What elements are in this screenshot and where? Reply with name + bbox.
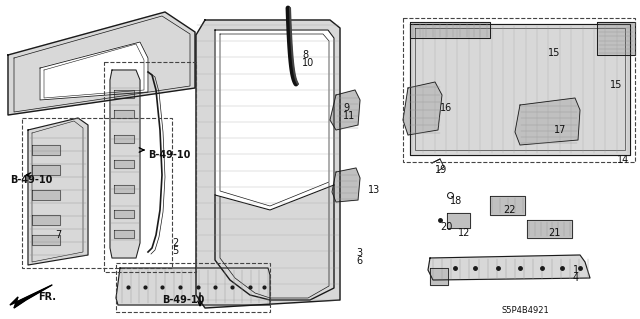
Polygon shape: [490, 196, 525, 215]
Polygon shape: [447, 213, 470, 228]
Polygon shape: [32, 190, 60, 200]
Polygon shape: [32, 165, 60, 175]
Bar: [22, 118, 172, 268]
Polygon shape: [430, 268, 448, 285]
Polygon shape: [330, 90, 360, 130]
Text: S5P4B4921: S5P4B4921: [501, 306, 548, 315]
Polygon shape: [116, 268, 270, 305]
Polygon shape: [32, 145, 60, 155]
Text: 8: 8: [302, 50, 308, 60]
Polygon shape: [10, 285, 52, 308]
Text: 15: 15: [610, 80, 622, 90]
Polygon shape: [597, 22, 635, 55]
Text: 14: 14: [617, 155, 629, 165]
Polygon shape: [114, 90, 134, 98]
Polygon shape: [410, 24, 630, 155]
Text: 10: 10: [302, 58, 314, 68]
Polygon shape: [114, 185, 134, 193]
Text: B-49-10: B-49-10: [148, 150, 190, 160]
Polygon shape: [28, 118, 88, 265]
Text: 3: 3: [356, 248, 362, 258]
Text: 13: 13: [368, 185, 380, 195]
Text: 16: 16: [440, 103, 452, 113]
Text: 5: 5: [172, 246, 179, 256]
Text: 21: 21: [548, 228, 561, 238]
Text: 18: 18: [450, 196, 462, 206]
Text: 19: 19: [435, 165, 447, 175]
Polygon shape: [410, 22, 490, 38]
Polygon shape: [114, 230, 134, 238]
Text: 4: 4: [573, 273, 579, 283]
Polygon shape: [428, 255, 590, 280]
Text: 17: 17: [554, 125, 566, 135]
Bar: [104, 62, 196, 272]
Bar: [403, 18, 635, 162]
Bar: [116, 263, 270, 312]
Text: 22: 22: [503, 205, 515, 215]
Text: 9: 9: [343, 103, 349, 113]
Polygon shape: [110, 70, 140, 258]
Polygon shape: [215, 30, 334, 210]
Polygon shape: [196, 20, 340, 308]
Polygon shape: [403, 82, 442, 135]
Text: 12: 12: [458, 228, 470, 238]
Polygon shape: [40, 42, 148, 100]
Polygon shape: [114, 135, 134, 143]
Polygon shape: [527, 220, 572, 238]
Text: 11: 11: [343, 111, 355, 121]
Polygon shape: [332, 168, 360, 202]
Polygon shape: [114, 110, 134, 118]
Text: B-49-10: B-49-10: [10, 175, 52, 185]
Text: B-49-10: B-49-10: [162, 295, 204, 305]
Polygon shape: [114, 210, 134, 218]
Text: 20: 20: [440, 222, 452, 232]
Text: 2: 2: [172, 238, 179, 248]
Text: 15: 15: [548, 48, 561, 58]
Text: FR.: FR.: [38, 292, 56, 302]
Polygon shape: [8, 12, 195, 115]
Text: 6: 6: [356, 256, 362, 266]
Polygon shape: [114, 160, 134, 168]
Polygon shape: [32, 235, 60, 245]
Text: 1: 1: [573, 265, 579, 275]
Text: 7: 7: [55, 230, 61, 240]
Polygon shape: [515, 98, 580, 145]
Polygon shape: [32, 215, 60, 225]
